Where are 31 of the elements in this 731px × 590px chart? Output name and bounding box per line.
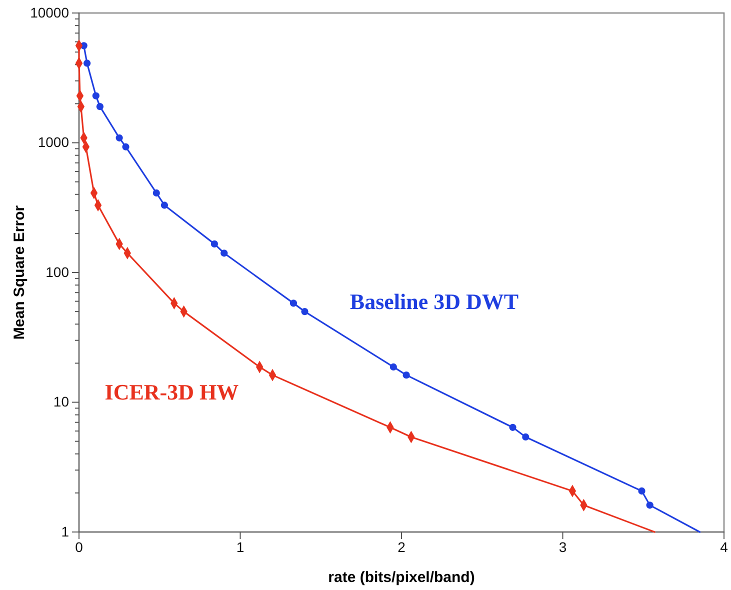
point [646,502,654,509]
x-tick-label: 3 [558,538,567,555]
x-axis-title: rate (bits/pixel/band) [328,569,475,586]
point [638,487,646,495]
y-tick-label: 100 [46,264,70,280]
x-tick-label: 4 [720,538,728,555]
point [220,250,228,257]
series-label: Baseline 3D DWT [350,288,519,314]
point [96,103,104,110]
point [122,143,130,150]
y-tick-label: 1000 [38,134,70,150]
point [92,92,100,100]
point [116,134,123,142]
point [402,372,410,379]
point [509,424,516,431]
point [83,60,91,67]
x-tick-label: 2 [398,538,406,555]
point [290,300,298,307]
point [301,308,308,316]
series-label: ICER-3D HW [104,380,239,405]
point [522,433,530,441]
y-tick-label: 1 [61,523,70,540]
y-tick-label: 10 [53,394,70,410]
point [160,202,168,209]
point [390,363,398,371]
x-tick-label: 1 [236,538,244,555]
y-axis-title: Mean Square Error [11,205,28,340]
x-tick-label: 0 [75,538,84,555]
point [152,189,160,197]
y-tick-label: 10000 [30,4,70,20]
point [210,240,218,248]
